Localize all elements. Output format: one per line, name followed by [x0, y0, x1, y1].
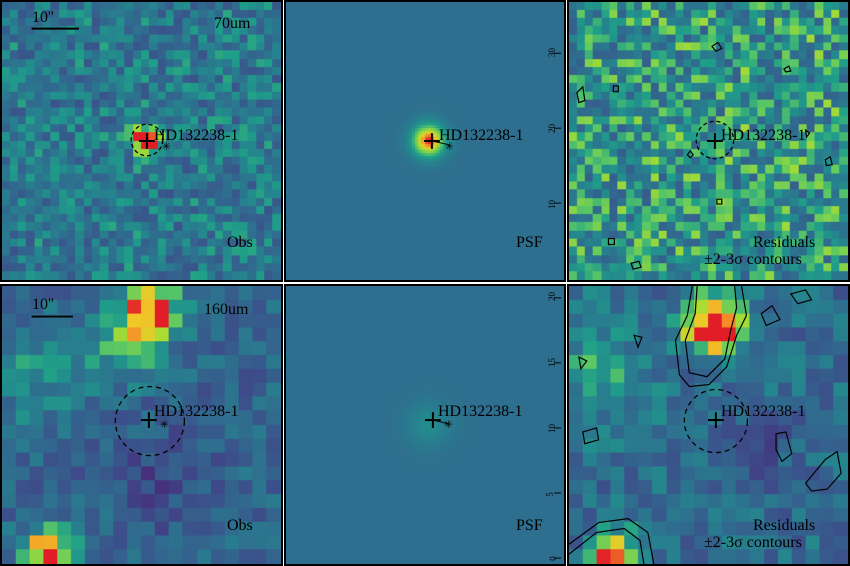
axis-ticks — [554, 297, 562, 559]
offset-line — [432, 419, 450, 425]
panel-160um-psf: ✳ 20 15 10 5 0 HD132238-1 PSF — [284, 284, 566, 566]
star-marker: ✳ — [444, 418, 453, 431]
band-label: 70um — [214, 15, 251, 32]
overlay-70um-residuals — [576, 41, 833, 270]
panel-70um-observed: ✳ 10'' 70um HD132238-1 Obs — [0, 0, 283, 282]
tick-label: 5 — [544, 492, 555, 497]
tick-label: 20 — [547, 292, 557, 301]
overlay-160um-residuals — [569, 286, 842, 564]
corner-label: Residuals — [753, 234, 816, 251]
target-label: HD132238-1 — [438, 403, 523, 420]
residual-contours — [569, 286, 842, 564]
beam-circle — [114, 385, 186, 457]
star-marker: ✳ — [445, 140, 454, 153]
target-label: HD132238-1 — [439, 127, 524, 144]
panel-160um-observed: ✳ 10'' 160um HD132238-1 Obs — [0, 284, 283, 566]
beam-circle — [683, 388, 749, 454]
corner-label: PSF — [516, 234, 543, 251]
target-label: HD132238-1 — [154, 403, 239, 420]
corner-label: Residuals — [753, 517, 816, 534]
tick-label: 30 — [547, 48, 557, 57]
tick-label: 15 — [547, 358, 557, 367]
corner-label-contours: ±2-3σ contours — [704, 251, 802, 268]
panel-70um-psf: ✳ 30 20 10 HD132238-1 PSF — [284, 0, 566, 282]
image-160um-observed — [2, 286, 281, 564]
star-marker: ✳ — [162, 140, 171, 153]
corner-label: Obs — [227, 234, 253, 251]
tick-label: 10 — [547, 200, 557, 209]
overlay-70um-psf: ✳ — [424, 52, 562, 204]
corner-label: PSF — [516, 517, 543, 534]
image-160um-psf — [286, 286, 564, 564]
offset-line — [431, 140, 450, 146]
corner-label: Obs — [227, 517, 253, 534]
target-label: HD132238-1 — [154, 127, 239, 144]
target-label: HD132238-1 — [721, 403, 806, 420]
overlay-160um-observed: ✳ — [31, 315, 186, 457]
target-label: HD132238-1 — [721, 127, 806, 144]
panel-160um-residuals: HD132238-1 Residuals ±2-3σ contours — [567, 284, 850, 566]
residual-contours — [576, 41, 833, 270]
band-label: 160um — [204, 301, 249, 318]
image-160um-residuals — [569, 286, 848, 564]
tick-label: 0 — [547, 556, 558, 561]
beam-circle — [695, 120, 735, 160]
panel-70um-residuals: HD132238-1 Residuals ±2-3σ contours — [567, 0, 850, 282]
overlay-160um-psf: ✳ — [425, 297, 562, 559]
beam-circle — [130, 123, 164, 157]
scale-bar-label: 10'' — [32, 296, 54, 313]
overlay-70um-observed: ✳ — [31, 27, 171, 157]
scale-bar-label: 10'' — [32, 9, 54, 26]
axis-ticks — [554, 52, 562, 204]
corner-label-contours: ±2-3σ contours — [704, 534, 802, 551]
tick-label: 10 — [547, 424, 557, 433]
star-marker: ✳ — [160, 418, 169, 431]
tick-label: 20 — [547, 124, 557, 133]
